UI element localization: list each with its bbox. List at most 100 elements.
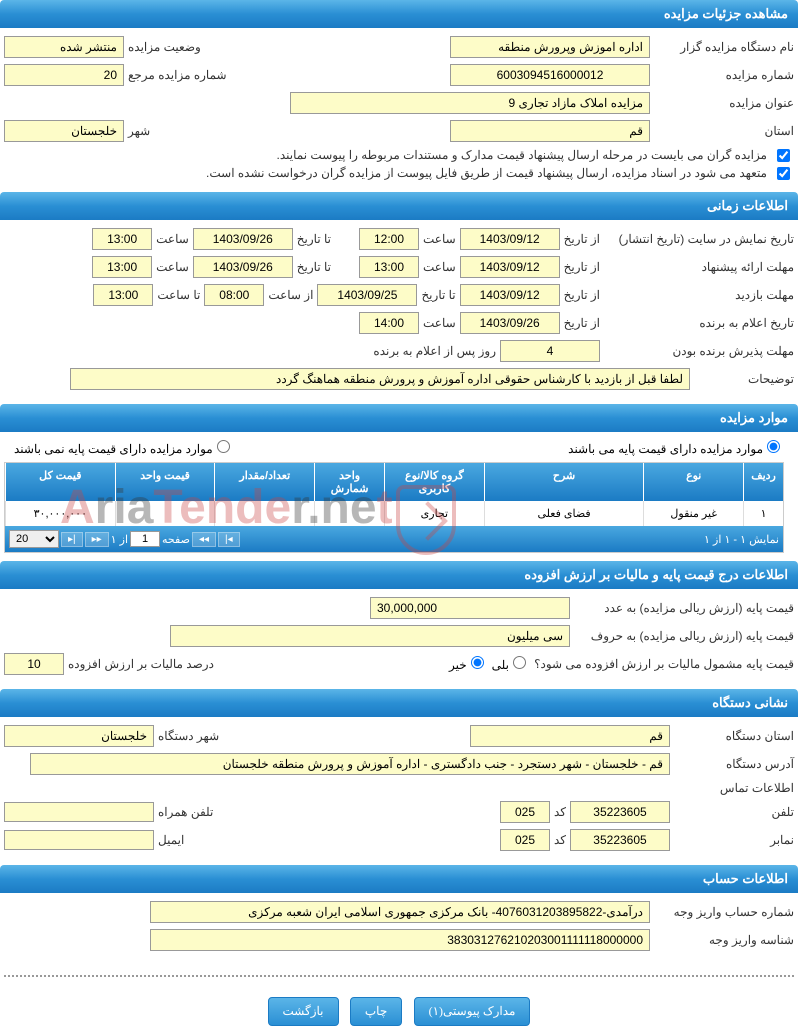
org-name-label: نام دستگاه مزایده گزار [654, 40, 794, 54]
pager-next[interactable]: ◂◂ [192, 532, 216, 547]
vat-pct-field: 10 [4, 653, 64, 675]
section-header-org: نشانی دستگاه [0, 689, 798, 717]
visit-label: مهلت بازدید [604, 288, 794, 302]
vat-yes-radio[interactable] [513, 656, 526, 669]
hour-label-3: ساعت [423, 260, 456, 274]
display-label: تاریخ نمایش در سایت (تاریخ انتشار) [604, 232, 794, 246]
cell-desc: فضای فعلی [484, 501, 644, 526]
separator [4, 975, 794, 977]
ref-no-field: 20 [4, 64, 124, 86]
no-base-radio-label[interactable]: موارد مزایده دارای قیمت پایه نمی باشند [14, 440, 234, 456]
account-body: شماره حساب واریز وجه درآمدی-407603120389… [0, 893, 798, 965]
col-row: ردیف [743, 463, 783, 501]
ref-no-label: شماره مزایده مرجع [128, 68, 227, 82]
pager-page-input[interactable] [130, 531, 160, 547]
table-row[interactable]: ۱ غیر منقول فضای فعلی تجاری ۳۰,۰۰۰,۰۰۰ [5, 501, 783, 526]
from-label-3: از تاریخ [564, 288, 600, 302]
org-city-field: خلجستان [4, 725, 154, 747]
no-base-text: موارد مزایده دارای قیمت پایه نمی باشند [14, 442, 213, 456]
vat-no-text: خیر [449, 658, 467, 672]
org-province-label: استان دستگاه [674, 729, 794, 743]
org-province-field: قم [470, 725, 670, 747]
province-field: قم [450, 120, 650, 142]
phone-code-label: کد [554, 805, 566, 819]
auction-no-field: 6003094516000012 [450, 64, 650, 86]
pager-last[interactable]: |◂ [218, 532, 240, 547]
phone-label: تلفن [674, 805, 794, 819]
to-label-3: تا تاریخ [421, 288, 455, 302]
org-address-label: آدرس دستگاه [674, 757, 794, 771]
print-button[interactable]: چاپ [350, 997, 402, 1026]
vat-yes-text: بلی [492, 658, 509, 672]
accept-label: مهلت پذیرش برنده بودن [604, 344, 794, 358]
cell-unit [314, 501, 384, 526]
note1-checkbox[interactable] [777, 149, 790, 162]
pager-prev[interactable]: ▸▸ [85, 532, 109, 547]
hour-label-2: ساعت [156, 232, 189, 246]
hour-label-1: ساعت [423, 232, 456, 246]
pager-of: از ۱ [111, 533, 128, 546]
cell-group: تجاری [384, 501, 484, 526]
note2-text: متعهد می شود در اسناد مزایده، ارسال پیشن… [206, 166, 767, 180]
hour-label-4: ساعت [156, 260, 189, 274]
pager-perpage[interactable]: 20 [9, 530, 59, 548]
vat-yes-label[interactable]: بلی [492, 656, 530, 672]
to-label-2: تا تاریخ [297, 260, 331, 274]
action-bar: مدارک پیوستی(۱) چاپ بازگشت [0, 987, 798, 1036]
proposal-from-date: 1403/09/12 [460, 256, 560, 278]
mobile-field [4, 802, 154, 822]
fax-field: 35223605 [570, 829, 670, 851]
base-text-label: قیمت پایه (ارزش ریالی مزایده) به حروف [574, 629, 794, 643]
display-from-date: 1403/09/12 [460, 228, 560, 250]
fax-code-label: کد [554, 833, 566, 847]
org-address-field: قم - خلجستان - شهر دستجرد - جنب دادگستری… [30, 753, 670, 775]
accept-suffix: روز پس از اعلام به برنده [373, 344, 496, 358]
attachments-button[interactable]: مدارک پیوستی(۱) [414, 997, 531, 1026]
section-header-items: موارد مزایده [0, 404, 798, 432]
has-base-radio-label[interactable]: موارد مزایده دارای قیمت پایه می باشند [568, 440, 784, 456]
org-city-label: شهر دستگاه [158, 729, 219, 743]
city-field: خلجستان [4, 120, 124, 142]
has-base-radio[interactable] [767, 440, 780, 453]
section-header-price: اطلاعات درج قیمت پایه و مالیات بر ارزش ا… [0, 561, 798, 589]
vat-no-label[interactable]: خیر [449, 656, 488, 672]
from-label-1: از تاریخ [564, 232, 600, 246]
no-base-radio[interactable] [217, 440, 230, 453]
accept-days: 4 [500, 340, 600, 362]
vat-no-radio[interactable] [471, 656, 484, 669]
note2-checkbox[interactable] [777, 167, 790, 180]
to-hour-label: تا ساعت [157, 288, 200, 302]
email-field [4, 830, 154, 850]
has-base-text: موارد مزایده دارای قیمت پایه می باشند [568, 442, 763, 456]
fax-label: نمابر [674, 833, 794, 847]
acc-field: درآمدی-4076031203895822- بانک مرکزی جمهو… [150, 901, 650, 923]
fax-code-field: 025 [500, 829, 550, 851]
cell-qty [214, 501, 314, 526]
base-num-field: 30,000,000 [370, 597, 570, 619]
cell-total: ۳۰,۰۰۰,۰۰۰ [5, 501, 115, 526]
winner-time: 14:00 [359, 312, 419, 334]
desc-field: لطفا قبل از بازدید با کارشناس حقوقی ادار… [70, 368, 690, 390]
title-field: مزایده املاک مازاد تجاری 9 [290, 92, 650, 114]
acc-id-field: 383031276210203001111118000000 [150, 929, 650, 951]
phone-field: 35223605 [570, 801, 670, 823]
pager: 20 ▸| ▸▸ از ۱ صفحه ◂◂ |◂ نمایش ۱ - ۱ از … [5, 526, 783, 552]
cell-type: غیر منقول [643, 501, 743, 526]
pager-first[interactable]: ▸| [61, 532, 83, 547]
proposal-from-time: 13:00 [359, 256, 419, 278]
visit-from-time: 08:00 [204, 284, 264, 306]
auction-no-label: شماره مزایده [654, 68, 794, 82]
visit-to-date: 1403/09/25 [317, 284, 417, 306]
winner-date: 1403/09/26 [460, 312, 560, 334]
visit-from-date: 1403/09/12 [460, 284, 560, 306]
col-total: قیمت کل [5, 463, 115, 501]
city-label: شهر [128, 124, 150, 138]
from-label-2: از تاریخ [564, 260, 600, 274]
display-from-time: 12:00 [359, 228, 419, 250]
to-label-1: تا تاریخ [297, 232, 331, 246]
back-button[interactable]: بازگشت [268, 997, 339, 1026]
grid-header: ردیف نوع شرح گروه کالا/نوع کاربری واحد ش… [5, 463, 783, 501]
display-to-date: 1403/09/26 [193, 228, 293, 250]
org-body: استان دستگاه قم شهر دستگاه خلجستان آدرس … [0, 717, 798, 865]
col-desc: شرح [484, 463, 644, 501]
